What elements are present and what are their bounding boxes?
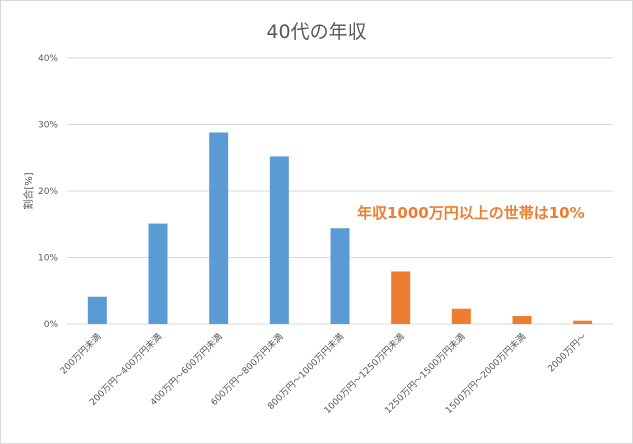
bar <box>87 296 107 324</box>
bar <box>209 132 229 324</box>
x-tick-label: 2000万円～ <box>546 331 589 374</box>
bar <box>391 271 411 324</box>
y-tick-label: 0% <box>44 320 59 330</box>
bar <box>269 156 289 324</box>
y-tick-label: 40% <box>38 54 58 64</box>
x-tick-label: 200万円未満 <box>57 331 103 377</box>
y-tick-label: 30% <box>38 121 58 131</box>
chart-annotation: 年収1000万円以上の世帯は10% <box>357 204 585 222</box>
bar <box>512 316 532 324</box>
y-tick-label: 10% <box>38 254 58 264</box>
y-tick-label: 20% <box>38 187 58 197</box>
bar <box>573 320 593 324</box>
y-axis-title: 割合[%] <box>22 172 35 209</box>
bar <box>330 228 350 324</box>
bar <box>451 308 471 324</box>
bar <box>148 223 168 324</box>
chart-title: 40代の年収 <box>266 21 367 43</box>
